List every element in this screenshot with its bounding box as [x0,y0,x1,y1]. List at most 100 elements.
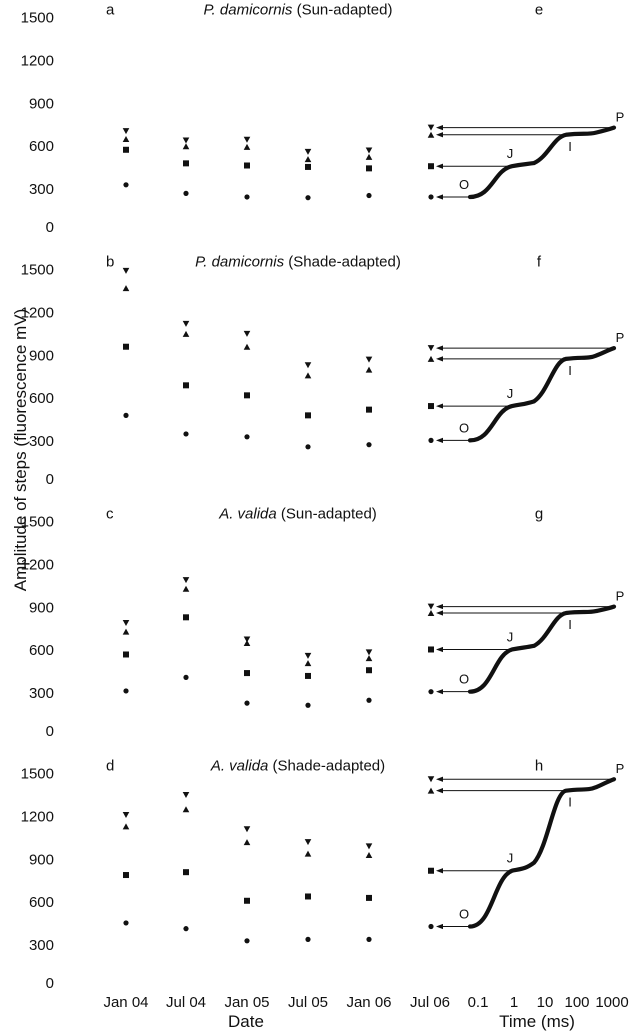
point-J [366,406,372,413]
panel-title-species: A. valida [210,758,269,775]
arrow-marker-O [428,194,434,200]
y-tick-label: 0 [46,219,54,236]
point-P [243,636,251,643]
point-I [304,850,312,857]
point-P [243,826,251,833]
point-P [365,356,373,363]
point-I [243,839,251,846]
point-I [365,655,373,662]
x-tick-date: Jan 05 [224,994,269,1011]
y-tick-label: 1500 [21,514,54,531]
y-tick-label: 1200 [21,556,54,573]
curve-panel-label: h [535,758,543,775]
panel-label: a [106,2,115,19]
point-O [183,431,189,437]
panel-title-suffix: (Shade-adapted) [268,758,385,775]
point-P [304,362,312,369]
step-label-P: P [616,589,625,604]
ojip-curve [467,346,617,443]
point-I [304,156,312,163]
panel-c: 0 300 600 900 1200 1500 c A. valida (Sun-adapte… [21,506,625,741]
point-J [305,893,311,900]
arrow-head-I [436,132,443,138]
point-I [182,806,190,813]
step-label-P: P [616,761,625,776]
point-I [182,143,190,150]
point-I [365,153,373,160]
point-J [366,894,372,901]
point-I [243,640,251,647]
point-O [244,938,250,944]
y-tick-label: 300 [29,685,54,702]
y-tick-label: 1500 [21,10,54,27]
step-label-I: I [568,139,572,154]
step-label-P: P [616,330,625,345]
arrow-marker-I [427,787,435,794]
arrow-head-J [436,646,443,653]
point-O [366,936,372,942]
point-P [182,577,190,584]
arrow-marker-O [428,689,434,695]
step-label-O: O [459,420,469,435]
x-tick-time: 1000 [595,994,628,1011]
point-P [365,649,373,656]
point-P [304,839,312,846]
point-I [365,366,373,373]
point-O [305,936,311,942]
point-P [182,320,190,327]
arrow-marker-P [427,603,435,610]
x-tick-date: Jul 04 [166,994,206,1011]
point-O [366,442,372,448]
arrow-head-P [436,345,443,351]
ojip-curve [467,777,617,929]
curve-panel-label: f [537,254,542,271]
panel-b: 0 300 600 900 1200 1500 b P. damicornis (Shade-… [21,254,625,489]
point-J [183,614,189,621]
point-O [305,444,311,450]
point-O [123,412,129,418]
arrow-marker-I [427,355,435,362]
point-O [305,702,311,708]
arrow-head-I [436,788,443,794]
panel-title: P. damicornis (Sun-adapted) [203,2,392,19]
point-J [305,163,311,170]
arrow-head-I [436,356,443,362]
arrow-head-P [436,603,443,610]
point-I [122,136,130,143]
point-O [366,192,372,199]
y-tick-label: 600 [29,390,54,407]
panel-label: c [106,506,114,523]
arrow-head-I [436,610,443,616]
point-O [183,190,189,196]
point-J [183,869,189,876]
point-P [365,147,373,154]
x-tick-date: Jul 05 [288,994,328,1011]
panel-title-species: P. damicornis [203,2,292,19]
step-label-I: I [568,617,572,632]
arrow-head-P [436,776,443,782]
point-P [122,620,130,627]
arrow-marker-P [427,776,435,783]
point-J [123,343,129,350]
arrow-marker-O [428,437,434,443]
point-P [182,791,190,798]
y-tick-label: 900 [29,95,54,112]
point-P [304,652,312,659]
step-label-I: I [568,363,572,378]
panel-a: 0 300 600 900 1200 1500 a P. damicornis (Sun-ad… [21,2,625,237]
point-P [304,148,312,155]
ojip-curve [467,125,617,200]
point-J [305,412,311,419]
step-label-J: J [507,146,514,161]
arrow-head-O [436,923,443,930]
point-O [123,688,129,694]
panel-title-suffix: (Sun-adapted) [277,506,377,523]
point-P [122,811,130,818]
point-O [305,195,311,201]
y-tick-label: 900 [29,347,54,364]
arrow-head-J [436,163,443,169]
step-label-I: I [568,795,572,810]
point-O [123,920,129,926]
x-tick-time: 100 [564,994,589,1011]
